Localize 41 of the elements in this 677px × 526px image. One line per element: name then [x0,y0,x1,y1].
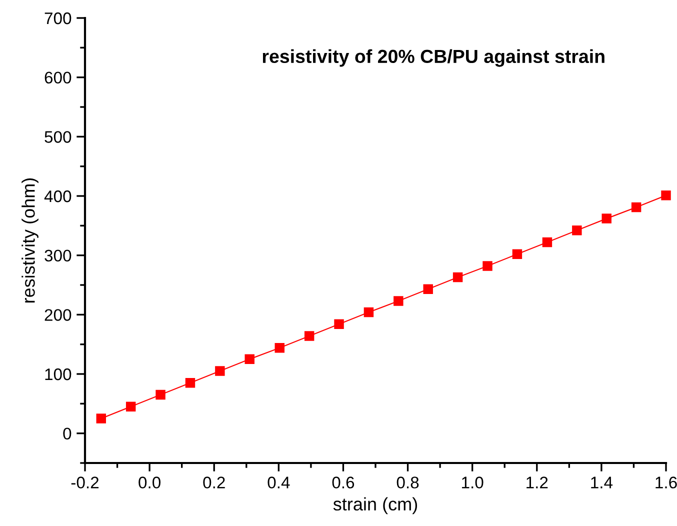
point [512,249,522,260]
y-tick-label: 700 [44,12,72,24]
point [394,296,404,306]
x-tick-label: 1.4 [591,476,613,488]
point [126,402,136,412]
point [185,378,196,388]
point [542,237,552,248]
y-tick-label: 100 [45,368,72,380]
y-axis-title: resistivity (ohm) [22,178,38,302]
y-tick-label: 200 [44,309,72,321]
point [572,226,582,236]
point [602,214,612,224]
y-tick-label: 500 [44,131,72,143]
x-tick-label: 0.2 [203,476,225,488]
y-tick-label: 400 [44,190,72,202]
x-tick-label: 0.6 [332,476,354,488]
point [482,261,492,271]
x-tick-label: 1.6 [656,476,677,488]
point [274,343,284,353]
x-tick-label: -0.2 [71,476,99,488]
x-tick-label: 1.2 [526,476,548,488]
point [304,331,314,341]
y-tick-label: 300 [44,250,72,262]
x-tick-label: 0.8 [396,476,419,488]
x-tick-label: 0.0 [138,476,160,488]
x-tick-label: 1.0 [462,476,484,488]
point [452,272,463,282]
point [215,366,225,376]
y-tick-label: 0 [63,428,72,440]
x-tick-label: 0.4 [268,476,290,488]
point [334,319,344,330]
point [244,354,254,364]
point [156,390,166,400]
y-tick-label: 600 [44,72,72,84]
text: resistivity of 20% CB/PU against strain [262,49,604,67]
point [423,284,433,294]
point [661,190,671,200]
point [96,414,106,424]
point [364,307,374,318]
point [631,202,642,212]
x-axis-title: strain (cm) [333,497,418,514]
